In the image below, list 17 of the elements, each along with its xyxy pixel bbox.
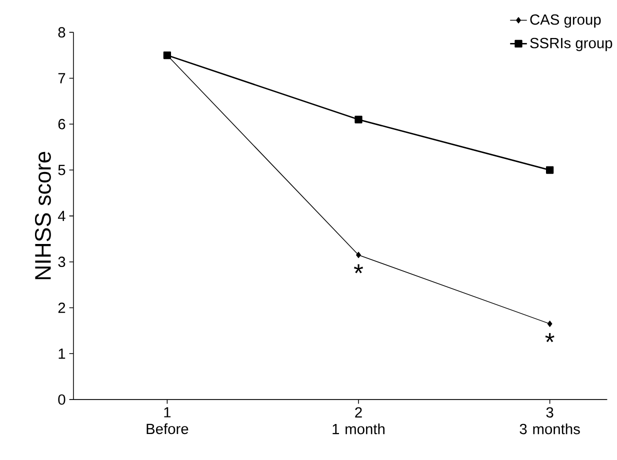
y-tick-label: 4 xyxy=(58,210,66,221)
annotation: * xyxy=(545,333,554,342)
legend-label: CAS group xyxy=(530,14,601,28)
x-tick-label: 2 1 month xyxy=(332,407,384,434)
legend-label: SSRIs group xyxy=(530,38,612,52)
y-tick-label: 0 xyxy=(58,394,66,405)
y-tick-label: 8 xyxy=(58,26,66,38)
y-tick-label: 3 xyxy=(58,256,66,267)
x-tick-label: 3 3 months xyxy=(520,407,580,434)
y-axis-title: NIHSS score xyxy=(34,152,51,280)
y-tick-label: 6 xyxy=(58,118,66,130)
x-tick-label: 1 Before xyxy=(146,407,188,434)
y-tick-label: 5 xyxy=(58,164,66,176)
y-tick-label: 2 xyxy=(58,302,66,313)
annotation: * xyxy=(354,264,364,274)
y-tick-label: 7 xyxy=(58,73,66,84)
y-tick-label: 1 xyxy=(58,348,66,359)
